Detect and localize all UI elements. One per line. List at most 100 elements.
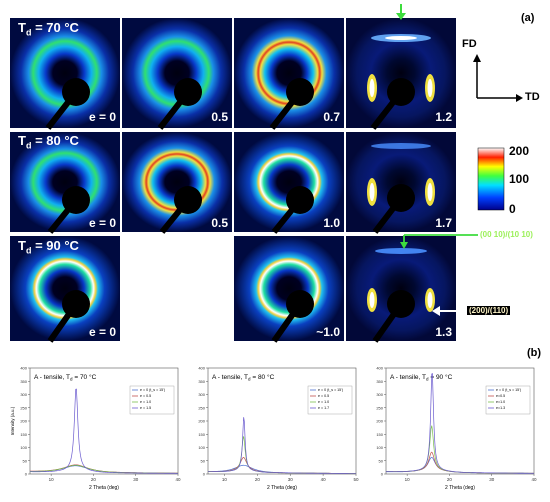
panel-r1c2: [122, 18, 232, 130]
panel-r2c4: [346, 132, 456, 234]
series-line-3: [207, 417, 357, 474]
row-label-70: Td = 70 °C: [18, 20, 79, 38]
strain-label: e = 0: [88, 216, 116, 230]
y-tick-label: 400: [198, 366, 205, 371]
y-tick-label: 50: [201, 458, 206, 463]
strain-label: e = 0: [88, 325, 116, 339]
plot-area: [207, 367, 357, 475]
y-tick-label: 350: [20, 379, 27, 384]
x-axis-label: 2 Theta (deg): [445, 485, 475, 491]
strain-label: 1.7: [435, 216, 452, 230]
legend-entry: e = 0 (t_s = 15'): [496, 388, 521, 392]
figure-a: (a) Td = 70 °C Td = 80 °C Td = 90 °C e =…: [10, 4, 540, 343]
strain-label: 0.5: [211, 110, 228, 124]
panel-r1c4: [346, 18, 456, 130]
x-tick-label: 30: [288, 477, 294, 482]
fd-td-axes-icon: [473, 54, 523, 102]
row-label-90: Td = 90 °C: [18, 238, 79, 256]
x-tick-label: 30: [133, 477, 139, 482]
plot-area: [29, 367, 179, 475]
legend-entry: e = 1.5: [140, 406, 151, 410]
series-line-3: [386, 372, 534, 474]
xrd-chart-70: A - tensile, Td = 70 °C 0 50 100 150 200 250 30…: [10, 366, 181, 492]
panel-r3c4: [346, 236, 456, 343]
chart-title: A - tensile, Td = 80 °C: [212, 373, 275, 382]
legend-entry: e=1.0: [496, 400, 505, 404]
x-tick-label: 20: [447, 477, 453, 482]
y-tick-label: 150: [20, 432, 27, 437]
legend-entry: e = 0 (t_s = 15'): [140, 388, 165, 392]
chart-title: A - tensile, Td = 70 °C: [34, 373, 97, 382]
y-tick-label: 250: [198, 405, 205, 410]
y-tick-label: 0: [25, 472, 28, 477]
panel-r1c3: [234, 18, 344, 130]
panel-r2c2: [122, 132, 232, 234]
legend-box: [485, 385, 531, 415]
green-arrow-top-icon: [396, 4, 406, 20]
xrd-chart-90: A - tensile, Td = 90 °C 0 50 100 150 200 250 30…: [376, 366, 537, 492]
plot-area: [385, 367, 535, 475]
y-tick-label: 350: [198, 379, 205, 384]
x-tick-label: 10: [222, 477, 228, 482]
x-tick-label: 50: [353, 477, 359, 482]
y-tick-label: 200: [376, 419, 383, 424]
strain-label: ~1.0: [316, 325, 340, 339]
y-tick-label: 100: [198, 445, 205, 450]
legend-entry: e = 1.0: [318, 400, 329, 404]
y-tick-label: 200: [198, 419, 205, 424]
panel-r3c3: [234, 236, 344, 343]
legend-box: [307, 385, 353, 415]
y-tick-label: 50: [379, 458, 384, 463]
x-tick-label: 10: [49, 477, 55, 482]
x-axis-label: 2 Theta (deg): [89, 485, 119, 491]
panel-a-label: (a): [521, 12, 535, 24]
strain-label: 0.5: [211, 216, 228, 230]
y-tick-label: 150: [376, 432, 383, 437]
legend-entry: e=1.3: [496, 406, 505, 410]
legend-entry: e = 1.7: [318, 406, 329, 410]
saxs-panels: [10, 4, 523, 343]
strain-label: 1.0: [323, 216, 340, 230]
y-tick-label: 250: [20, 405, 27, 410]
x-tick-label: 20: [91, 477, 97, 482]
panel-b-label: (b): [527, 347, 542, 359]
strain-label: 0.7: [323, 110, 340, 124]
y-tick-label: 150: [198, 432, 205, 437]
x-tick-label: 40: [531, 477, 537, 482]
colorbar-tick-min: 0: [509, 202, 516, 216]
y-tick-label: 400: [20, 366, 27, 371]
legend-entry: e = 0.5: [140, 394, 151, 398]
y-tick-label: 50: [23, 458, 28, 463]
panel-r1c1: [10, 18, 120, 130]
legend-box: [129, 385, 175, 415]
legend-entry: e = 0 (t_s = 15'): [318, 388, 343, 392]
chart-title: A - tensile, Td = 90 °C: [390, 373, 453, 382]
y-tick-label: 300: [376, 392, 383, 397]
y-tick-label: 100: [376, 445, 383, 450]
colorbar-tick-max: 200: [509, 144, 530, 158]
x-tick-label: 40: [175, 477, 181, 482]
x-axis-label: 2 Theta (deg): [267, 485, 297, 491]
y-tick-label: 400: [376, 366, 383, 371]
green-arrow-plane-icon: [400, 234, 478, 249]
y-tick-label: 250: [376, 405, 383, 410]
x-tick-label: 20: [255, 477, 261, 482]
row-label-80: Td = 80 °C: [18, 133, 79, 151]
xrd-chart-80: A - tensile, Td = 80 °C 0 50 100 150 200 250 30…: [198, 366, 359, 492]
x-tick-label: 30: [489, 477, 495, 482]
panel-r2c3: [234, 132, 344, 234]
plane-annotation-side: (200)/(110): [467, 306, 511, 315]
x-tick-label: 40: [321, 477, 327, 482]
white-arrow-plane-icon: [432, 306, 464, 316]
y-tick-label: 0: [203, 472, 206, 477]
y-tick-label: 350: [376, 379, 383, 384]
series-line-3: [29, 388, 178, 474]
strain-label: 1.3: [435, 325, 452, 339]
colorbar: [477, 147, 505, 211]
y-tick-label: 300: [198, 392, 205, 397]
y-axis-label: Intensity (a.u.): [10, 406, 15, 435]
panel-r3c1: [10, 236, 120, 343]
legend-entry: e = 1.0: [140, 400, 151, 404]
strain-label: 1.2: [435, 110, 452, 124]
colorbar-tick-mid: 100: [509, 172, 530, 186]
